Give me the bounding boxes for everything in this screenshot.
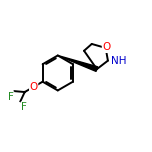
Polygon shape [58, 55, 98, 71]
Text: O: O [29, 82, 38, 92]
Text: O: O [102, 42, 111, 52]
Text: NH: NH [111, 56, 126, 66]
Text: F: F [21, 102, 27, 112]
Text: F: F [8, 92, 14, 102]
